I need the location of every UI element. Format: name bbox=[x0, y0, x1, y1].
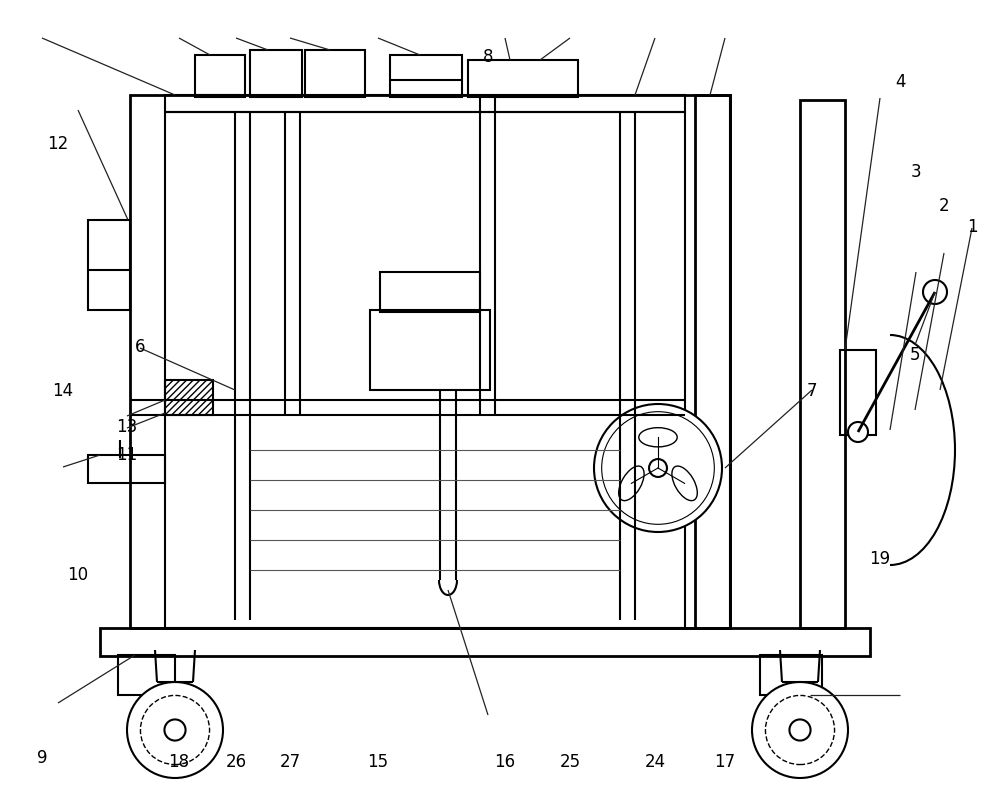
Circle shape bbox=[602, 412, 714, 524]
Text: 12: 12 bbox=[47, 135, 69, 152]
Circle shape bbox=[789, 720, 811, 741]
Circle shape bbox=[752, 682, 848, 778]
Bar bbox=[840, 350, 876, 435]
Circle shape bbox=[594, 404, 722, 532]
Bar bbox=[88, 220, 130, 310]
Text: 24: 24 bbox=[644, 753, 666, 771]
Bar bbox=[468, 60, 578, 97]
Bar bbox=[195, 55, 245, 97]
Bar bbox=[250, 50, 302, 97]
Bar bbox=[800, 100, 845, 628]
Text: 2: 2 bbox=[939, 197, 949, 215]
Text: 19: 19 bbox=[869, 550, 891, 567]
Text: 11: 11 bbox=[116, 446, 138, 464]
Text: 8: 8 bbox=[483, 49, 493, 66]
Bar bbox=[165, 380, 213, 415]
Text: 17: 17 bbox=[714, 753, 736, 771]
Bar bbox=[380, 272, 480, 312]
Bar bbox=[305, 50, 365, 97]
Bar bbox=[118, 655, 175, 695]
Text: 9: 9 bbox=[37, 749, 47, 767]
Text: 5: 5 bbox=[910, 346, 920, 364]
Text: 27: 27 bbox=[279, 753, 301, 771]
Bar bbox=[165, 95, 685, 112]
Text: 3: 3 bbox=[911, 163, 921, 180]
Text: 15: 15 bbox=[367, 753, 389, 771]
Text: 4: 4 bbox=[895, 73, 905, 91]
Circle shape bbox=[923, 280, 947, 304]
Text: 7: 7 bbox=[807, 382, 817, 400]
Bar bbox=[760, 655, 822, 695]
Circle shape bbox=[649, 459, 667, 477]
Text: 14: 14 bbox=[52, 382, 74, 400]
Bar bbox=[130, 95, 730, 628]
Bar bbox=[100, 628, 870, 656]
Text: 18: 18 bbox=[168, 753, 190, 771]
Text: 1: 1 bbox=[967, 219, 977, 236]
Text: 26: 26 bbox=[225, 753, 247, 771]
Bar bbox=[695, 95, 730, 628]
Text: 13: 13 bbox=[116, 418, 138, 436]
Text: 16: 16 bbox=[494, 753, 516, 771]
Bar bbox=[88, 455, 165, 483]
Bar bbox=[370, 310, 490, 390]
Bar bbox=[165, 112, 685, 628]
Circle shape bbox=[848, 422, 868, 442]
Text: 6: 6 bbox=[135, 338, 145, 356]
Circle shape bbox=[127, 682, 223, 778]
Text: 10: 10 bbox=[67, 566, 89, 583]
Bar bbox=[390, 55, 462, 97]
Circle shape bbox=[164, 720, 186, 741]
Text: 25: 25 bbox=[559, 753, 581, 771]
